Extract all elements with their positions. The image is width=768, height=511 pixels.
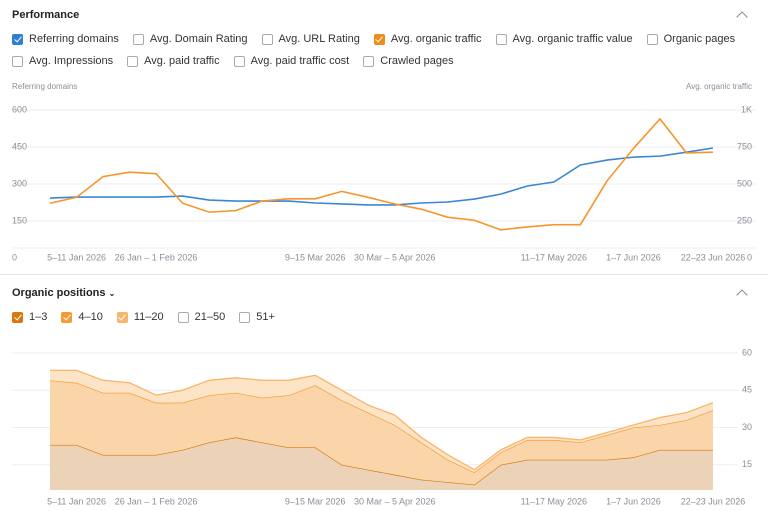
x-tick-label: 22–23 Jun 2026 — [681, 496, 746, 506]
checkbox-label: Crawled pages — [380, 55, 454, 67]
checkbox[interactable]: 51+ — [239, 311, 275, 323]
checkbox-box — [233, 55, 245, 67]
series-label: Referring domains — [12, 82, 77, 91]
checkbox[interactable]: Crawled pages — [363, 55, 454, 67]
y-tick-label: 150 — [12, 215, 27, 225]
checkbox[interactable]: 1–3 — [12, 311, 47, 323]
checkbox[interactable]: Organic pages — [646, 33, 736, 45]
section-title-text: Organic positions — [12, 287, 106, 299]
x-tick-label: 22–23 Jun 2026 — [681, 252, 746, 262]
checkbox-label: 4–10 — [78, 311, 103, 323]
metric-options: Avg. Impressions Avg. paid traffic Avg. pa… — [12, 55, 454, 67]
checkbox[interactable]: Avg. Impressions — [12, 55, 113, 67]
checkbox[interactable]: Avg. paid traffic cost — [233, 55, 350, 67]
checkbox-box — [261, 33, 273, 45]
x-tick-label: 11–17 May 2026 — [521, 496, 587, 506]
y2-tick-label: 1K — [741, 104, 752, 114]
y-tick-label: 300 — [12, 178, 27, 188]
series-line — [49, 117, 714, 231]
checkbox-label: 51+ — [256, 311, 275, 323]
y-tick-label: 60 — [742, 347, 752, 357]
checkbox-box — [61, 311, 73, 323]
area — [50, 437, 713, 490]
checkbox[interactable]: Avg. URL Rating — [261, 33, 360, 45]
y2-tick-label: 750 — [737, 141, 752, 151]
y2-tick-label: 0 — [747, 252, 752, 262]
metric-options: Referring domains Avg. Domain Rating Avg. … — [12, 33, 735, 45]
checkbox-box — [239, 311, 251, 323]
y-tick-label: 0 — [12, 252, 17, 262]
y-tick-label: 600 — [12, 104, 27, 114]
x-tick-label: 9–15 Mar 2026 — [285, 496, 346, 506]
checkbox-label: Referring domains — [29, 33, 119, 45]
section-title: Performance — [12, 9, 80, 21]
checkbox-label: 21–50 — [194, 311, 226, 323]
section-title[interactable]: Organic positions ⌄ — [12, 287, 116, 299]
series-line — [49, 147, 714, 206]
checkbox[interactable]: Avg. organic traffic — [373, 33, 482, 45]
y2-tick-label: 250 — [737, 215, 752, 225]
checkbox[interactable]: Avg. paid traffic — [127, 55, 220, 67]
divider — [0, 274, 768, 275]
y2-tick-label: 500 — [737, 178, 752, 188]
checkbox-box — [373, 33, 385, 45]
checkbox-label: Avg. paid traffic cost — [250, 55, 350, 67]
checkbox[interactable]: 21–50 — [177, 311, 226, 323]
x-tick-label: 11–17 May 2026 — [521, 252, 587, 262]
x-tick-label: 1–7 Jun 2026 — [606, 252, 661, 262]
checkbox-box — [132, 33, 144, 45]
checkbox[interactable]: Avg. organic traffic value — [495, 33, 633, 45]
checkbox-box — [12, 311, 23, 323]
x-tick-label: 5–11 Jan 2026 — [47, 252, 106, 262]
checkbox-box — [646, 33, 658, 45]
checkbox[interactable]: 4–10 — [61, 311, 103, 323]
x-tick-label: 5–11 Jan 2026 — [47, 496, 106, 506]
y-tick-label: 450 — [12, 141, 27, 151]
checkbox-label: 1–3 — [29, 311, 48, 323]
checkbox[interactable]: 11–20 — [116, 311, 164, 323]
checkbox-label: Avg. Impressions — [29, 55, 114, 67]
position-options: 1–3 4–10 11–20 21–50 51+ — [12, 311, 275, 323]
x-tick-label: 30 Mar – 5 Apr 2026 — [354, 496, 436, 506]
checkbox-label: Avg. organic traffic — [390, 33, 482, 45]
area — [50, 380, 713, 485]
plot-area — [49, 369, 714, 490]
y-tick-label: 15 — [742, 459, 752, 469]
checkbox-box — [127, 55, 139, 67]
checkbox-box — [495, 33, 507, 45]
area-edge — [49, 379, 714, 473]
checkbox-box — [12, 55, 23, 67]
checkbox-label: Avg. URL Rating — [278, 33, 360, 45]
checkbox[interactable]: Referring domains — [12, 33, 119, 45]
checkbox-box — [116, 311, 128, 323]
checkbox-label: Avg. Domain Rating — [149, 33, 248, 45]
checkbox-label: Avg. paid traffic — [144, 55, 220, 67]
area-edge — [50, 369, 714, 471]
x-tick-label: 26 Jan – 1 Feb 2026 — [115, 252, 198, 262]
x-tick-label: 30 Mar – 5 Apr 2026 — [354, 252, 436, 262]
checkbox-label: Organic pages — [663, 33, 736, 45]
x-tick-label: 1–7 Jun 2026 — [606, 496, 661, 506]
y-tick-label: 30 — [742, 422, 752, 432]
checkbox-box — [363, 55, 375, 67]
checkbox-box — [177, 311, 189, 323]
x-tick-label: 26 Jan – 1 Feb 2026 — [115, 496, 198, 506]
y-tick-label: 45 — [742, 385, 752, 395]
checkbox-label: Avg. organic traffic value — [512, 33, 633, 45]
series-label: Avg. organic traffic — [686, 82, 752, 91]
checkbox-box — [12, 33, 23, 45]
x-tick-label: 9–15 Mar 2026 — [285, 252, 346, 262]
checkbox[interactable]: Avg. Domain Rating — [132, 33, 248, 45]
checkbox-label: 11–20 — [133, 311, 164, 323]
